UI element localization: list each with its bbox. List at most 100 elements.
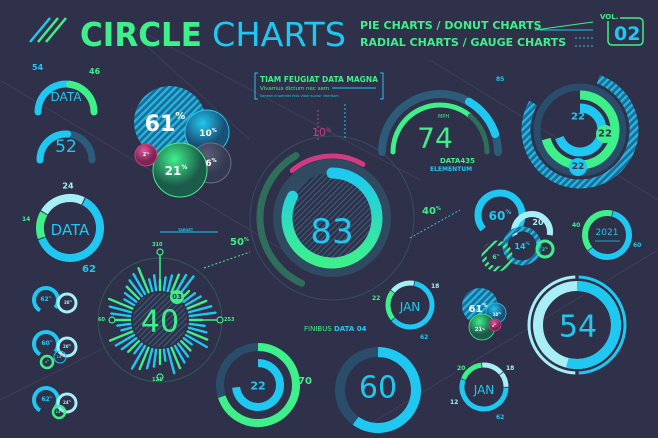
- gauge-data-arc-b: [66, 80, 98, 116]
- vol-label: VOL.: [600, 13, 618, 21]
- callout: TIAM FEUGIAT DATA MAGNA Vivamus dictum n…: [254, 72, 384, 100]
- bubble-2: 2%: [143, 151, 150, 158]
- jan-b-segment: [461, 362, 482, 381]
- target-label: TARGET: [178, 228, 194, 232]
- bubbles-c-21: 21%: [475, 327, 485, 333]
- mini-b-14: 14%: [57, 355, 64, 359]
- bubbles-c-2-circle: [488, 318, 502, 332]
- burst-bar: [166, 347, 176, 375]
- callout-subtitle: Vivamus dictum nec sem: [260, 86, 329, 92]
- burst-bar: [133, 342, 143, 355]
- gauge-data-value-b: 46: [89, 67, 101, 76]
- jan-b-segment: [481, 362, 504, 375]
- bubbles-b-60: 60%: [489, 209, 512, 224]
- radial-83-hatch-disc: [273, 159, 391, 277]
- gauge-data-label: DATA: [51, 90, 83, 104]
- concentric-badge-outer: [569, 158, 587, 176]
- speed-green-arc: [390, 102, 473, 155]
- burst-bar: [186, 299, 208, 310]
- donut-60-value: 60: [359, 371, 397, 406]
- speed-cyan-arc: [465, 97, 500, 139]
- concentric-22-inner: 22: [571, 112, 585, 123]
- burst-bar: [145, 347, 154, 370]
- subtitle-line1: PIE CHARTS / DONUT CHARTS: [360, 19, 542, 32]
- burst-tick-60: 60: [98, 317, 105, 323]
- burst-knob-bottom: [156, 373, 164, 381]
- gauge-data-arc-a: [34, 80, 74, 116]
- bubbles-b-60-arc: [474, 189, 526, 238]
- jan-a-18: 18: [431, 283, 439, 290]
- burst-bar: [125, 285, 140, 300]
- burst-bar: [184, 295, 202, 307]
- mini-b-2: 2%: [45, 360, 49, 364]
- donut-2021-label: 2021: [596, 228, 619, 238]
- mini-c-62: 62%: [41, 395, 52, 403]
- concentric-cyan-arc: [555, 103, 607, 157]
- burst-bar: [123, 292, 138, 303]
- mini-green-ring: [51, 404, 67, 420]
- burst-badge-circle: [170, 290, 184, 304]
- mini-hatch-ring: [53, 350, 67, 364]
- mini-second-ring: [56, 292, 78, 314]
- gauge-52-value: 52: [55, 137, 77, 157]
- burst-bar: [108, 330, 134, 342]
- burst-bar: [170, 273, 180, 294]
- concentric-b-70: 70: [298, 376, 312, 387]
- bubbles-b-2: 2%: [542, 246, 548, 252]
- gauge-data-value-a: 54: [32, 63, 44, 72]
- burst-bar: [128, 279, 143, 298]
- mini-c-24: 24%: [63, 399, 72, 405]
- burst-bar: [180, 340, 192, 352]
- burst-bar: [152, 348, 158, 368]
- radial-83-value-arc: [281, 167, 383, 269]
- burst-bar: [186, 330, 209, 341]
- radial-83-pointer-50: [203, 251, 251, 269]
- bubble-21-circle: [152, 142, 208, 198]
- concentric-b-outer-arc: [218, 343, 300, 427]
- bubble-2-circle: [134, 143, 158, 167]
- donut-54-outer-cyan: [578, 275, 627, 375]
- bubbles-b-6: 6%: [492, 253, 499, 261]
- burst-tick-253: 253: [224, 317, 235, 323]
- bubbles-b-20-arc: [511, 211, 553, 236]
- jan-a-label: JAN: [399, 300, 421, 314]
- title-circle: CIRCLE: [80, 15, 202, 54]
- burst-badge: 03: [172, 293, 182, 301]
- donut-data-segment: [36, 211, 48, 240]
- concentric-b-inner-arc: [232, 359, 284, 411]
- burst-bar: [177, 342, 190, 358]
- concentric-green-arc: [541, 90, 620, 170]
- radial-83-annotation-10: 10%: [312, 126, 332, 139]
- burst-bar: [188, 311, 217, 318]
- callout-small: Aenean imperdiet felis vitae auctor inte…: [260, 94, 339, 98]
- bubble-61: 61%: [145, 111, 186, 137]
- burst-bar: [173, 344, 186, 364]
- jan-b-62: 62: [496, 414, 504, 421]
- donut-data-segment: [38, 197, 104, 262]
- donut-data-label: DATA: [51, 221, 90, 239]
- jan-b-18: 18: [506, 365, 514, 372]
- jan-a-segment: [390, 280, 415, 293]
- page-title: CIRCLE CHARTS: [80, 15, 346, 54]
- burst-bar: [120, 326, 133, 332]
- burst-bar: [123, 298, 136, 307]
- gauge-52-arc: [36, 130, 72, 164]
- burst-tick-310: 310: [152, 242, 163, 248]
- speed-max: 85: [496, 76, 504, 83]
- burst-bar: [182, 292, 197, 303]
- bubble-6: 6%: [205, 158, 216, 169]
- donut-54-value: 54: [559, 310, 597, 345]
- jan-a-62: 62: [420, 334, 428, 341]
- header: CIRCLE CHARTS PIE CHARTS / DONUT CHARTS R…: [29, 11, 644, 54]
- jan-a-22: 22: [372, 295, 380, 302]
- concentric-b-22: 22: [250, 380, 265, 393]
- donut-2021-segment: [582, 210, 613, 251]
- concentric-hatch-ring: [521, 75, 639, 189]
- burst-bar: [126, 340, 140, 354]
- burst-bar: [162, 348, 167, 362]
- mini-c-14: 14%: [56, 410, 63, 414]
- burst-bar: [187, 305, 213, 314]
- jan-b-12: 12: [450, 399, 458, 406]
- burst-bar: [114, 333, 136, 347]
